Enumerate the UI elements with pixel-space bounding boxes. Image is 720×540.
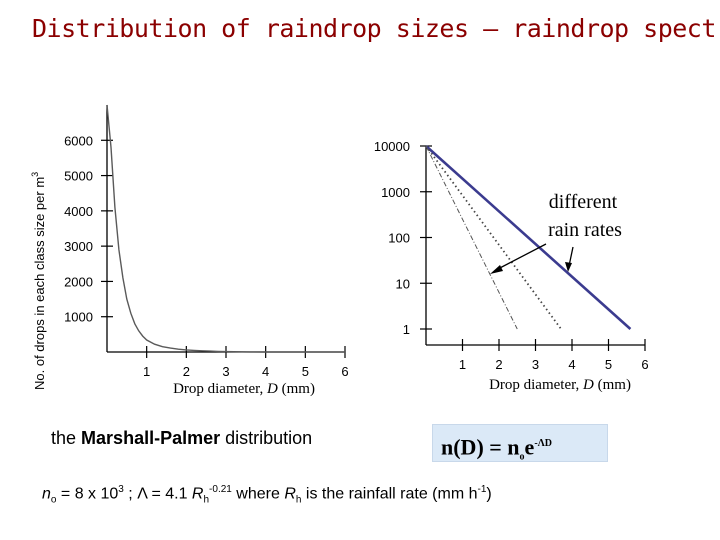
left-x-tick-label: 4 bbox=[262, 364, 269, 379]
right-series-line-dotted bbox=[425, 145, 562, 330]
right-y-tick-label: 1000 bbox=[381, 185, 410, 200]
left-y-tick-label: 2000 bbox=[64, 274, 93, 289]
right-x-tick-label: 6 bbox=[641, 357, 648, 372]
left-y-axis-label: No. of drops in each class size per m3 bbox=[30, 172, 47, 390]
left-y-tick-label: 4000 bbox=[64, 204, 93, 219]
annotation-line-2: rain rates bbox=[548, 219, 622, 241]
right-x-tick-label: 2 bbox=[495, 357, 502, 372]
left-x-axis-label: Drop diameter, D (mm) bbox=[173, 381, 315, 397]
right-x-tick-label: 5 bbox=[605, 357, 612, 372]
slide-title: Distribution of raindrop sizes – raindro… bbox=[32, 14, 720, 43]
left-x-tick-label: 6 bbox=[341, 364, 348, 379]
right-series-line-dashdot bbox=[425, 145, 518, 330]
right-y-tick-label: 1 bbox=[403, 322, 410, 337]
right-y-tick-label: 10 bbox=[396, 276, 410, 291]
annotation-line-1: different bbox=[549, 191, 618, 213]
marshall-palmer-formula: n(D) = noe-ΛD bbox=[432, 424, 608, 463]
parameter-line: no = 8 x 103 ; Λ = 4.1 Rh-0.21 where Rh … bbox=[42, 484, 492, 506]
charts-canvas: 1000 2000 3000 4000 5000 6000 1 2 3 4 5 6 No. of d… bbox=[30, 104, 649, 397]
right-y-tick-label: 100 bbox=[388, 231, 410, 246]
right-chart: 1 10 100 1000 10000 1 2 3 4 5 6 Drop diameter, D … bbox=[374, 139, 649, 393]
left-chart: 1000 2000 3000 4000 5000 6000 1 2 3 4 5 6 No. of d… bbox=[30, 104, 349, 397]
right-x-axis-label: Drop diameter, D (mm) bbox=[489, 377, 631, 393]
left-y-tick-label: 5000 bbox=[64, 169, 93, 184]
left-x-tick-label: 2 bbox=[183, 364, 190, 379]
left-y-tick-label: 3000 bbox=[64, 239, 93, 254]
left-series-curve bbox=[106, 104, 345, 353]
left-x-tick-label: 5 bbox=[302, 364, 309, 379]
left-y-tick-label: 6000 bbox=[64, 133, 93, 148]
left-y-tick-label: 1000 bbox=[64, 310, 93, 325]
right-x-tick-label: 3 bbox=[532, 357, 539, 372]
annotation-arrows bbox=[490, 243, 574, 274]
left-x-tick-label: 1 bbox=[143, 364, 150, 379]
left-x-tick-label: 3 bbox=[222, 364, 229, 379]
right-x-tick-label: 4 bbox=[568, 357, 575, 372]
right-y-tick-label: 10000 bbox=[374, 139, 410, 154]
marshall-palmer-caption: the Marshall-Palmer distribution bbox=[51, 428, 313, 448]
right-series-line-solid bbox=[425, 145, 632, 330]
marshall-palmer-name: Marshall-Palmer bbox=[81, 428, 221, 448]
right-x-tick-label: 1 bbox=[459, 357, 466, 372]
